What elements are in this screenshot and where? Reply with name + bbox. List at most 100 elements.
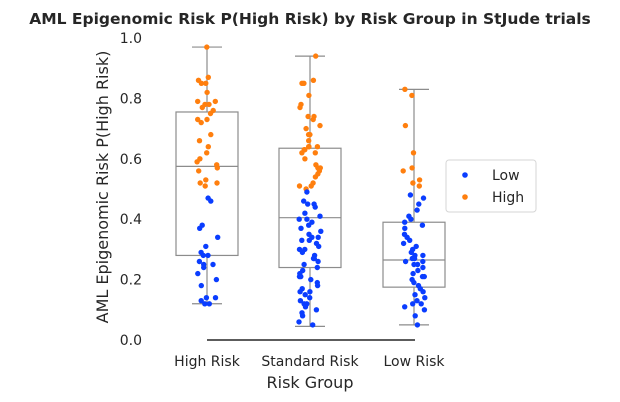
legend-frame — [445, 159, 537, 213]
data-point — [312, 174, 319, 180]
y-axis-ticks: 0.0 0.2 0.4 0.6 0.8 1.0 — [120, 31, 142, 349]
data-point — [208, 131, 214, 138]
data-point — [202, 301, 208, 307]
data-point — [312, 150, 318, 156]
data-point — [196, 258, 203, 265]
data-point — [301, 261, 307, 268]
data-point — [410, 150, 417, 156]
data-point — [400, 240, 407, 247]
y-tick-label: 0.2 — [120, 273, 142, 289]
data-point — [409, 92, 415, 99]
data-point — [213, 276, 220, 283]
data-point — [197, 225, 203, 231]
data-point — [418, 301, 424, 307]
data-point — [304, 216, 310, 222]
data-point — [409, 165, 415, 171]
data-point — [203, 177, 209, 183]
data-point — [402, 304, 408, 310]
data-point — [301, 80, 307, 87]
data-point — [203, 243, 209, 250]
y-tick-label: 0.8 — [120, 91, 142, 107]
legend-marker-high — [462, 194, 468, 200]
data-point — [199, 104, 205, 111]
x-tick-label: High Risk — [174, 354, 241, 370]
data-point — [409, 255, 415, 262]
legend-label-high: High — [492, 190, 524, 206]
data-point — [206, 101, 212, 108]
data-point — [400, 168, 406, 174]
box-plots — [175, 46, 446, 328]
box-plot — [278, 55, 342, 328]
data-point — [420, 258, 426, 265]
data-point — [204, 89, 210, 96]
data-point — [302, 292, 308, 298]
data-point — [402, 258, 409, 265]
data-point — [315, 258, 321, 265]
chart-title: AML Epigenomic Risk P(High Risk) by Risk… — [29, 10, 591, 28]
legend: Low High — [445, 159, 537, 213]
data-point — [299, 150, 305, 156]
data-point — [302, 156, 308, 162]
data-point — [422, 295, 428, 301]
data-point — [410, 301, 416, 307]
data-point — [301, 198, 307, 204]
data-point — [306, 222, 312, 228]
box-plot — [175, 46, 239, 305]
data-point — [413, 243, 419, 250]
data-point — [402, 219, 408, 225]
data-point — [214, 180, 220, 186]
data-point — [204, 150, 210, 156]
data-point — [298, 225, 304, 231]
data-point — [206, 301, 212, 307]
data-point — [310, 77, 317, 84]
data-point — [214, 165, 220, 171]
data-point — [414, 207, 420, 213]
data-point — [411, 279, 417, 286]
data-point — [318, 228, 324, 234]
data-point — [420, 289, 426, 295]
data-point — [402, 225, 408, 231]
data-point — [414, 298, 420, 304]
data-point — [195, 270, 201, 277]
data-point — [198, 282, 204, 289]
data-point — [198, 119, 204, 126]
x-axis-ticks: High Risk Standard Risk Low Risk — [174, 354, 445, 370]
data-point — [197, 180, 203, 186]
data-point — [297, 298, 304, 304]
data-point — [411, 261, 417, 268]
data-point — [297, 289, 303, 295]
data-point — [314, 264, 320, 271]
data-point — [296, 273, 303, 280]
data-point — [196, 138, 203, 144]
data-point — [310, 322, 316, 328]
data-point — [299, 249, 306, 256]
x-tick-label: Low Risk — [383, 354, 445, 370]
y-tick-label: 0.6 — [120, 152, 142, 168]
data-point — [317, 122, 323, 129]
data-point — [200, 252, 206, 259]
data-point — [419, 273, 426, 280]
data-point — [303, 125, 309, 132]
data-point — [317, 213, 323, 219]
data-point — [308, 183, 314, 189]
strip-points — [194, 44, 428, 328]
data-point — [414, 322, 421, 328]
data-point — [307, 289, 313, 295]
data-point — [204, 44, 210, 50]
data-point — [308, 276, 314, 283]
data-point — [416, 177, 423, 183]
data-point — [202, 183, 208, 189]
data-point — [302, 304, 309, 310]
data-point — [296, 319, 302, 325]
box-plot — [382, 88, 446, 326]
data-point — [410, 270, 416, 277]
data-point — [410, 180, 416, 186]
data-point — [419, 222, 426, 228]
data-point — [407, 237, 413, 243]
data-point — [313, 307, 320, 313]
data-point — [212, 295, 219, 301]
data-point — [421, 307, 428, 313]
data-point — [415, 267, 421, 274]
y-axis-label: AML Epigenomic Risk P(High Risk) — [93, 51, 112, 324]
data-point — [205, 74, 211, 81]
